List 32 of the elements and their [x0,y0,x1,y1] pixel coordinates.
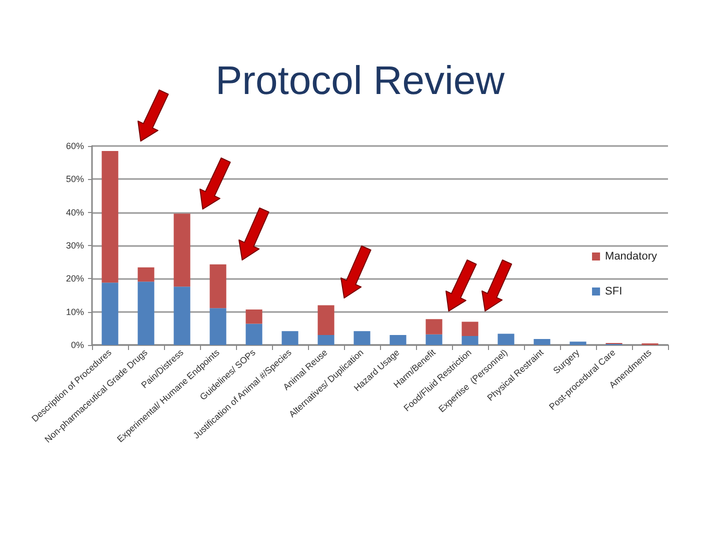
bar [210,264,226,308]
bar [498,334,514,345]
legend-label: SFI [605,286,622,298]
bar [282,331,298,345]
bar [138,282,154,345]
bar [246,324,262,345]
bar [246,310,262,324]
bar [102,150,118,283]
bar [210,308,226,345]
bar [462,322,478,336]
bar [318,305,334,336]
bar [570,342,586,345]
bar [174,286,190,345]
bar [318,335,334,345]
y-tick-label: 40% [66,207,84,218]
bar [354,331,370,345]
y-tick-label: 10% [66,306,84,317]
bar [534,339,550,345]
y-tick-label: 0% [70,340,84,350]
y-tick-label: 60% [66,141,84,151]
bar [426,334,442,345]
bar [138,267,154,282]
legend-label: Mandatory [605,250,658,262]
y-tick-label: 50% [66,174,84,184]
y-tick-label: 30% [66,240,84,250]
bar [462,336,478,345]
chart-title: Protocol Review [215,59,505,103]
bar [102,282,118,345]
bar [174,214,190,287]
bar [390,335,406,345]
y-tick-label: 20% [66,274,84,284]
bar [426,319,442,334]
